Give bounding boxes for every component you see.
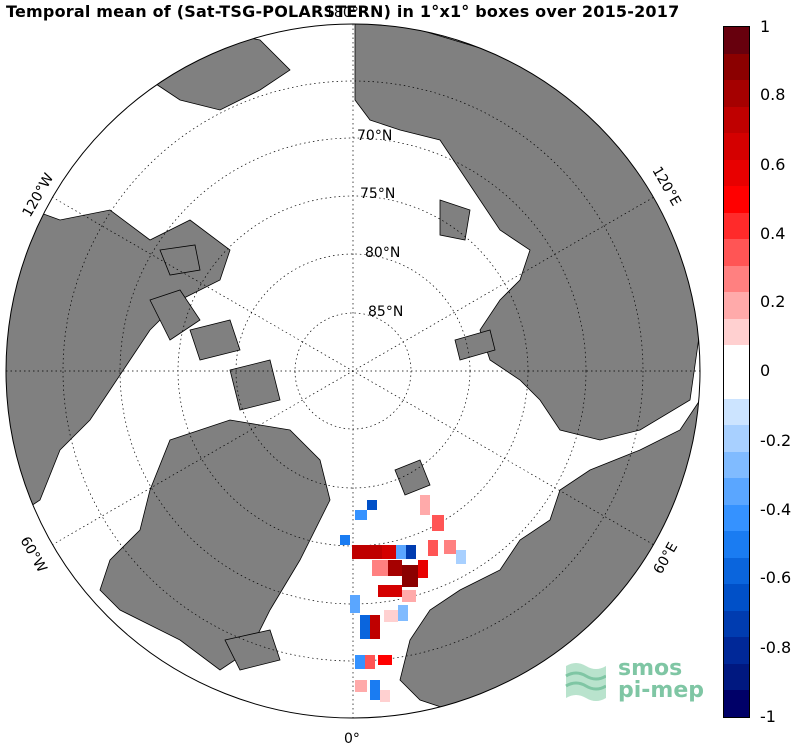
colorbar-band [724,531,749,559]
colorbar-band [724,292,749,320]
colorbar-band [724,212,749,240]
colorbar-band [724,451,749,479]
graticule [6,24,700,718]
colorbar-band [724,186,749,214]
colorbar-band [724,690,749,718]
colorbar-band [724,159,749,187]
colorbar-band [724,584,749,612]
colorbar-band [724,345,749,373]
lon-label-60e: 60°E [651,540,682,577]
lon-label-60w: 60°W [17,534,50,576]
lon-label-bottom: 0° [344,731,360,747]
colorbar-band [724,372,749,400]
lat-label-85: 85°N [368,304,403,320]
colorbar-band [724,637,749,665]
colorbar-tick-1: 1 [760,17,771,36]
colorbar-band [724,27,749,55]
colorbar-tick-0.2: 0.2 [760,292,786,311]
lat-label-75: 75°N [360,186,395,202]
colorbar-band [724,425,749,453]
colorbar-band [724,318,749,346]
colorbar-band [724,106,749,134]
map-title: Temporal mean of (Sat-TSG-POLARSTERN) in… [6,2,680,21]
colorbar-tick-0: 0 [760,361,771,380]
colorbar-band [724,239,749,267]
colorbar [723,26,750,718]
colorbar-tick-neg0.8: -0.8 [760,638,792,657]
colorbar-band [724,53,749,81]
logo-line1: smos [618,656,683,681]
lon-label-top: 180° [325,5,359,21]
colorbar-tick-0.6: 0.6 [760,155,786,174]
colorbar-band [724,133,749,161]
logo-line2: pi-mep [618,678,705,703]
colorbar-tick-neg0.6: -0.6 [760,568,792,587]
colorbar-band [724,80,749,108]
colorbar-tick-neg0.4: -0.4 [760,500,792,519]
colorbar-tick-neg0.2: -0.2 [760,431,792,450]
colorbar-tick-neg1: -1 [760,707,776,726]
colorbar-band [724,265,749,293]
colorbar-tick-0.4: 0.4 [760,224,786,243]
colorbar-band [724,610,749,638]
colorbar-tick-0.8: 0.8 [760,85,786,104]
colorbar-band [724,504,749,532]
colorbar-band [724,478,749,506]
logo-waves-icon [565,663,606,701]
colorbar-band [724,557,749,585]
data-cells [340,495,466,702]
colorbar-band [724,398,749,426]
lat-label-80: 80°N [365,245,400,261]
smos-pi-mep-logo: smos pi-mep [562,656,712,706]
lat-label-70: 70°N [357,128,392,144]
colorbar-band [724,663,749,691]
